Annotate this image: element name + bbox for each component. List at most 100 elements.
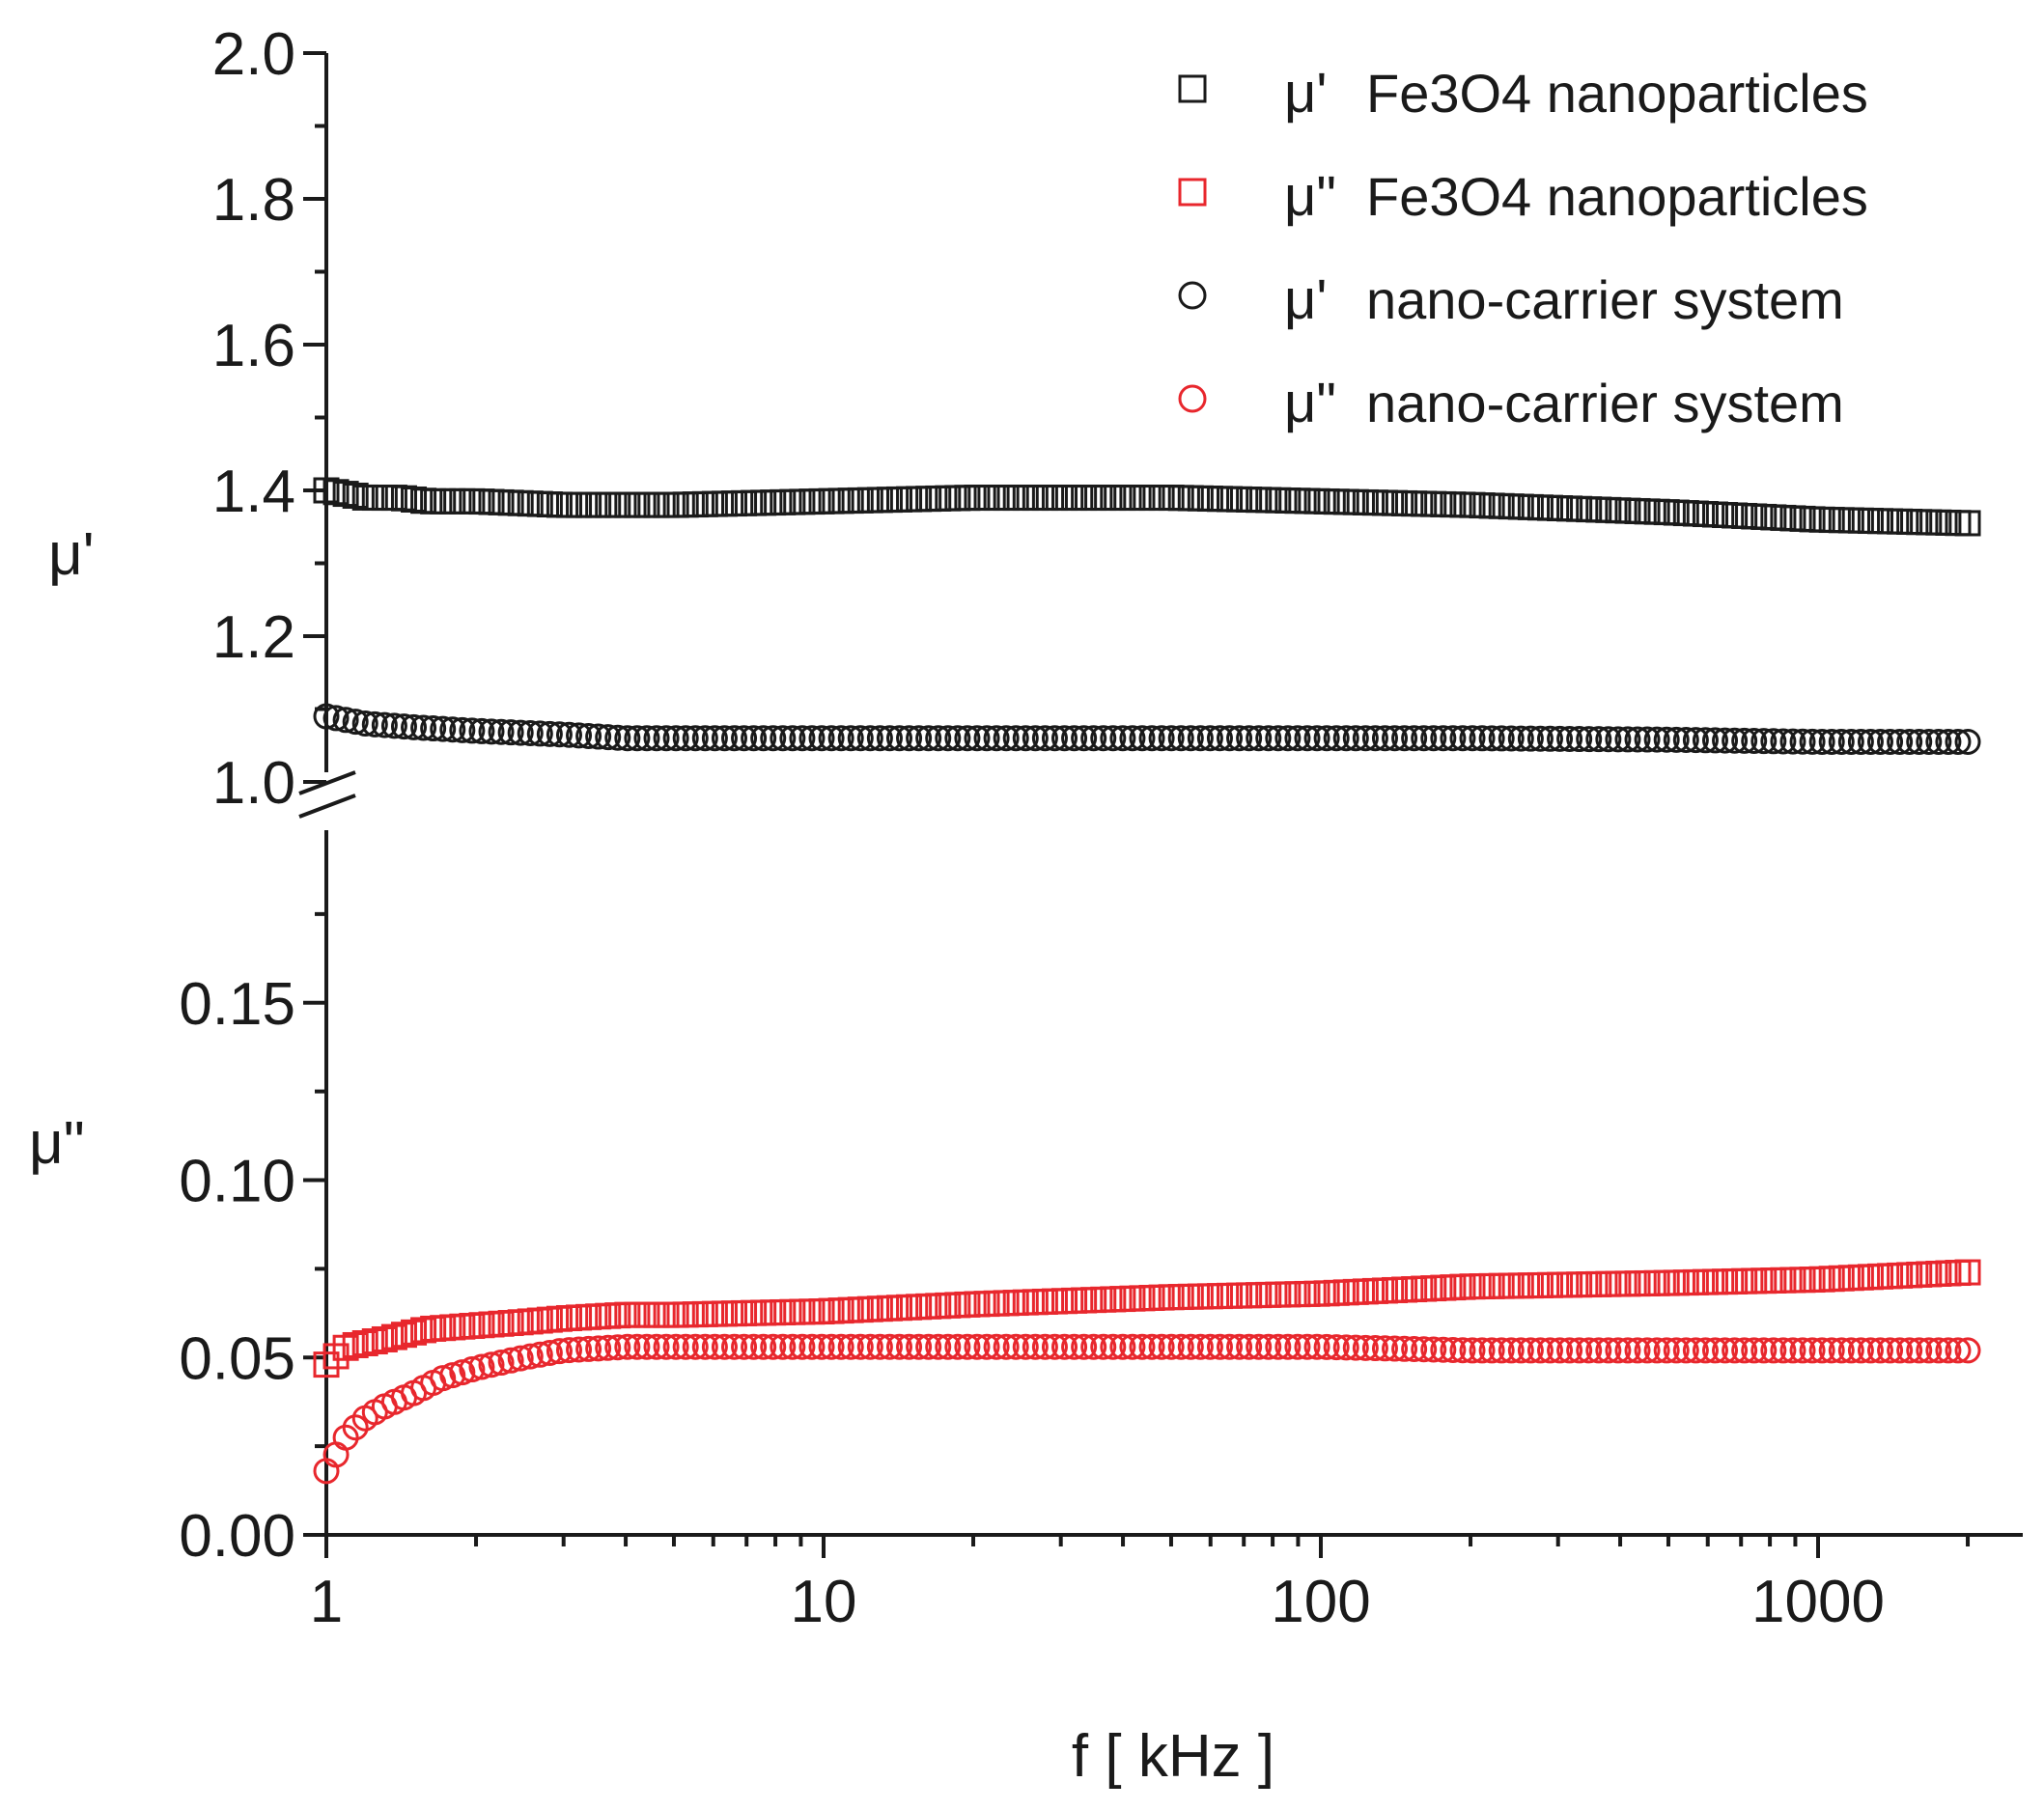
data-point — [1002, 725, 1029, 752]
data-point — [497, 719, 524, 746]
data-point — [1138, 1333, 1165, 1360]
data-point — [954, 725, 981, 752]
data-point — [1206, 725, 1233, 752]
x-axis-title: f [ kHz ] — [1072, 1723, 1274, 1790]
data-point — [1342, 1334, 1369, 1361]
data-point — [1547, 725, 1574, 752]
data-point — [1167, 725, 1194, 752]
data-point — [691, 1333, 718, 1360]
data-point — [1701, 1337, 1728, 1364]
data-point — [1526, 725, 1554, 752]
legend-prefix: μ' — [1284, 62, 1328, 125]
data-point — [1663, 726, 1690, 753]
data-point — [536, 720, 563, 747]
data-point — [575, 722, 602, 749]
data-point — [633, 1333, 660, 1360]
data-point — [322, 705, 350, 732]
data-point — [1313, 1333, 1340, 1360]
data-point — [1750, 1337, 1778, 1364]
data-point — [1401, 1336, 1428, 1363]
data-point — [691, 725, 718, 752]
data-point — [925, 1333, 952, 1360]
y-tick-label-upper: 1.4 — [212, 459, 295, 525]
data-point — [1031, 1333, 1058, 1360]
data-point — [1051, 1333, 1078, 1360]
data-point — [1576, 1337, 1603, 1364]
data-point — [566, 722, 593, 749]
data-point — [1916, 1337, 1943, 1364]
data-point — [1187, 725, 1214, 752]
data-point — [1361, 725, 1388, 752]
series-1 — [313, 1259, 1981, 1378]
data-point — [401, 1319, 428, 1346]
x-tick-label: 10 — [791, 1569, 857, 1635]
data-point — [342, 482, 369, 509]
data-point — [1352, 725, 1379, 752]
data-point — [847, 1333, 874, 1360]
data-point — [1274, 1333, 1302, 1360]
data-point — [1246, 725, 1273, 752]
data-point — [1196, 725, 1223, 752]
data-point — [1100, 725, 1127, 752]
ticks: 1.0 1.2 1.4 1.6 1.8 2.0 0.00 0.05 0.10 0.15 1 10 100… — [179, 21, 1971, 1635]
data-point — [1507, 1337, 1534, 1364]
data-point — [1799, 1337, 1826, 1364]
data-point — [1526, 1337, 1554, 1364]
data-point — [1576, 726, 1603, 753]
data-point — [1246, 1333, 1273, 1360]
data-point — [507, 1345, 534, 1372]
data-point — [1401, 725, 1428, 752]
data-point — [332, 1334, 359, 1361]
data-point — [720, 1333, 747, 1360]
data-point — [420, 715, 447, 742]
data-point — [1352, 1334, 1379, 1361]
data-point — [478, 1351, 505, 1378]
data-point — [915, 725, 942, 752]
data-point — [1847, 1337, 1874, 1364]
data-point — [1682, 727, 1709, 754]
x-tick-label: 1000 — [1751, 1569, 1885, 1635]
data-point — [1556, 1337, 1583, 1364]
data-point — [789, 1333, 816, 1360]
data-point — [614, 725, 641, 752]
legend-marker — [1178, 384, 1207, 413]
data-point — [1488, 1337, 1515, 1364]
data-point — [555, 1337, 582, 1364]
data-point — [1954, 510, 1981, 537]
data-point — [410, 714, 437, 741]
series-3 — [313, 1333, 1981, 1485]
data-point — [1109, 1333, 1136, 1360]
x-tick-label: 100 — [1271, 1569, 1370, 1635]
data-point — [837, 1333, 864, 1360]
data-point — [1265, 1333, 1292, 1360]
data-point — [497, 1347, 524, 1374]
data-point — [332, 707, 359, 734]
data-point — [925, 725, 952, 752]
data-point — [1071, 725, 1098, 752]
data-point — [876, 725, 903, 752]
data-point — [1566, 726, 1593, 753]
data-point — [1488, 725, 1515, 752]
data-point — [1857, 1337, 1884, 1364]
data-point — [342, 709, 369, 736]
data-point — [818, 725, 845, 752]
data-point — [313, 477, 340, 504]
data-point — [1877, 728, 1904, 755]
data-point — [1770, 728, 1797, 755]
data-point — [342, 1414, 369, 1441]
data-point — [468, 717, 495, 744]
y-axis-title-upper: μ' — [48, 521, 95, 588]
data-point — [779, 1333, 806, 1360]
data-point — [1828, 1337, 1855, 1364]
data-point — [1760, 728, 1787, 755]
data-point — [313, 1351, 340, 1378]
data-point — [380, 1323, 407, 1351]
data-point — [1177, 725, 1204, 752]
data-point — [741, 725, 768, 752]
data-point — [1585, 726, 1612, 753]
data-point — [818, 1333, 845, 1360]
data-point — [643, 725, 670, 752]
data-point — [1167, 1333, 1194, 1360]
data-point — [653, 1333, 680, 1360]
data-point — [536, 1339, 563, 1366]
